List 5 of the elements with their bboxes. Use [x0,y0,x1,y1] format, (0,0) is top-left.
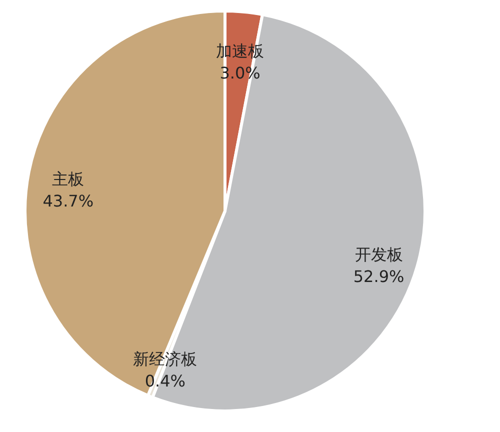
slice-label: 开发板 [354,245,403,264]
data-label: 52.9% [353,267,404,286]
data-label: 43.7% [42,192,94,211]
data-label: 0.4% [144,371,186,390]
slice-label: 主板 [52,170,84,189]
